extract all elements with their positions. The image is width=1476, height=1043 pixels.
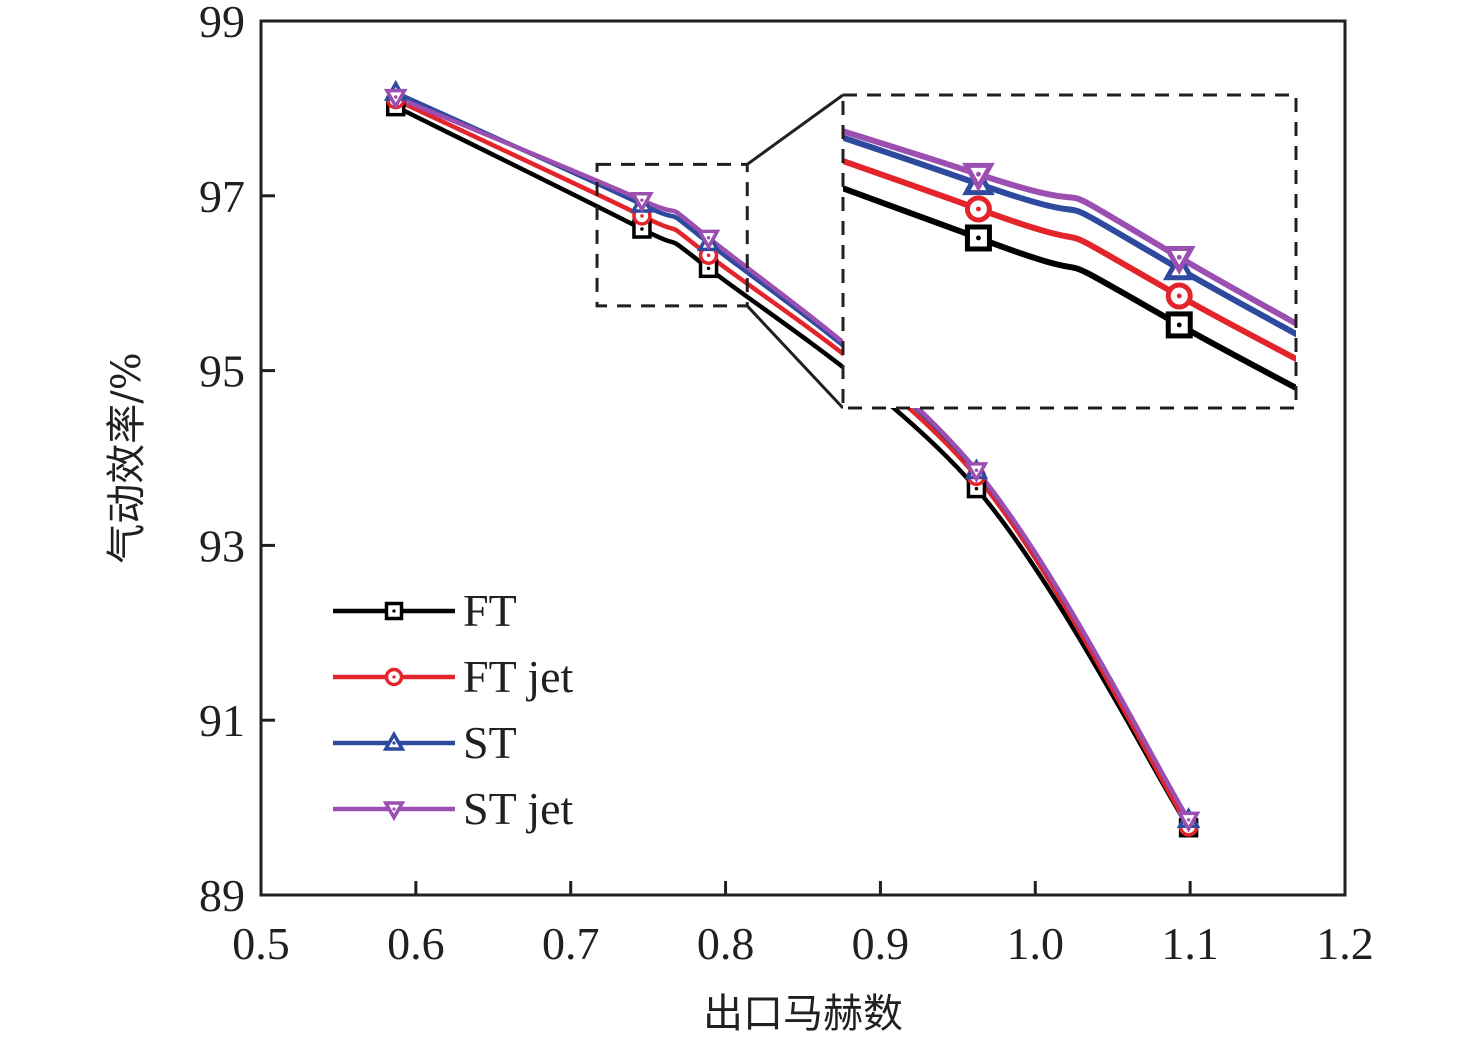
- x-tick-label: 1.0: [1007, 918, 1065, 969]
- data-point-ft-center-dot: [640, 227, 644, 231]
- legend-marker-ft-center-dot: [392, 609, 396, 613]
- y-tick-label: 99: [199, 0, 245, 47]
- inset-series-line-st: [843, 134, 1296, 338]
- data-point-st-jet-center-dot: [393, 95, 398, 99]
- zoom-connector-bottom: [746, 304, 845, 410]
- inset-data-point-st-jet-center-dot: [1176, 254, 1182, 260]
- inset-series-line-st-jet: [843, 128, 1296, 327]
- inset-markers: [962, 162, 1196, 339]
- legend-item-st-jet: ST jet: [333, 783, 574, 834]
- data-point-ft-center-dot: [706, 266, 711, 271]
- data-point-ft-center-dot: [974, 486, 979, 491]
- legend-item-ft-jet: FT jet: [333, 651, 574, 702]
- legend: FT FT jet ST ST jet: [333, 585, 574, 834]
- legend-symbol-st: [333, 730, 455, 751]
- axis-ticks: [261, 194, 1192, 895]
- main-plot-markers: [383, 79, 1201, 838]
- inset-series: [843, 128, 1296, 392]
- legend-symbol-ft: [333, 601, 455, 621]
- y-tick-label: 97: [199, 171, 245, 222]
- x-tick-label: 0.6: [387, 918, 445, 969]
- y-axis-title: 气动效率/%: [104, 352, 150, 563]
- legend-item-ft: FT: [333, 585, 517, 636]
- series-line-ft: [394, 104, 1191, 829]
- inset-data-point-ft-center-dot: [976, 235, 981, 241]
- x-axis-title: 出口马赫数: [703, 991, 903, 1037]
- inset-background: [843, 95, 1296, 408]
- zoom-connector-top: [746, 93, 844, 166]
- x-tick-label: 0.8: [697, 918, 755, 969]
- inset-series-line-ft: [843, 184, 1296, 392]
- x-tick-labels: 0.5 0.6 0.7 0.8 0.9 1.0 1.1 1.2: [232, 918, 1374, 969]
- y-tick-label: 95: [199, 346, 245, 397]
- data-point-st-jet-center-dot: [640, 198, 644, 202]
- legend-marker-st-jet-center-dot: [392, 807, 396, 811]
- inset-data-point-st-jet-center-dot: [976, 171, 981, 177]
- legend-item-st: ST: [333, 717, 517, 768]
- legend-marker-ft-jet-center-dot: [392, 675, 396, 679]
- legend-symbol-st-jet: [333, 801, 455, 822]
- data-point-ft-jet-center-dot: [640, 214, 644, 218]
- legend-symbol-ft-jet: [333, 667, 455, 687]
- legend-label-st-jet: ST jet: [463, 783, 574, 834]
- inset-box: [841, 93, 1298, 410]
- y-tick-label: 93: [199, 520, 245, 571]
- x-tick-label: 0.9: [852, 918, 910, 969]
- legend-label-ft-jet: FT jet: [463, 651, 574, 702]
- plot-frame: [259, 19, 1347, 897]
- x-tick-label: 1.2: [1316, 918, 1374, 969]
- inset-data-point-ft-center-dot: [1176, 322, 1182, 328]
- inset-series-line-ft-jet: [843, 157, 1296, 363]
- inset-data-point-ft-jet-center-dot: [976, 206, 981, 212]
- legend-label-st: ST: [463, 717, 517, 768]
- inset-data-point-ft-jet-center-dot: [1176, 293, 1182, 299]
- legend-marker-st-center-dot: [392, 741, 396, 745]
- y-tick-label: 89: [199, 870, 245, 921]
- zoom-source-box: [595, 162, 749, 308]
- legend-label-ft: FT: [463, 585, 517, 636]
- y-tick-label: 91: [199, 695, 245, 746]
- x-tick-label: 0.7: [542, 918, 600, 969]
- x-tick-label: 1.1: [1161, 918, 1219, 969]
- data-point-st-jet-center-dot: [974, 468, 979, 472]
- data-point-ft-jet-center-dot: [706, 253, 711, 257]
- data-point-st-jet-center-dot: [706, 235, 711, 240]
- data-point-st-jet-center-dot: [1186, 818, 1191, 822]
- y-tick-labels: 89 91 93 95 97 99: [199, 0, 245, 921]
- x-tick-label: 0.5: [232, 918, 290, 969]
